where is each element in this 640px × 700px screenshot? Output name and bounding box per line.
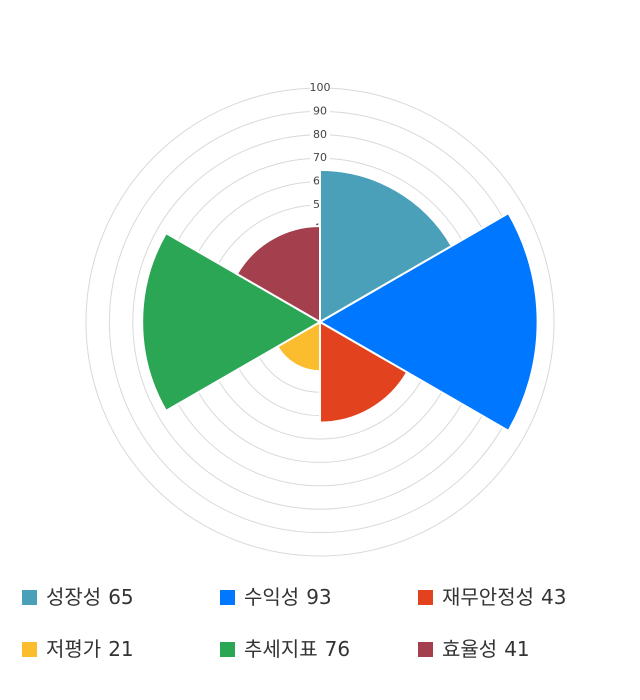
wedge xyxy=(319,320,409,424)
legend-name: 효율성 xyxy=(442,637,497,661)
legend-value: 43 xyxy=(541,585,566,609)
legend-swatch xyxy=(22,642,37,657)
tick-backdrop xyxy=(310,152,330,165)
legend-swatch xyxy=(418,642,433,657)
legend-name: 성장성 xyxy=(46,585,101,609)
legend-value: 93 xyxy=(306,585,331,609)
legend-value: 76 xyxy=(325,637,350,661)
legend-label: 재무안정성 43 xyxy=(442,585,566,609)
wedge xyxy=(318,211,539,433)
legend-name: 저평가 xyxy=(46,637,101,661)
legend-swatch xyxy=(22,590,37,605)
legend-value: 65 xyxy=(108,585,133,609)
tick-backdrop xyxy=(310,82,330,94)
legend-label: 저평가 21 xyxy=(46,637,134,661)
r-tick-label: 80 xyxy=(313,128,327,141)
legend-name: 추세지표 xyxy=(244,637,318,661)
legend-value: 21 xyxy=(108,637,133,661)
legend-label: 수익성 93 xyxy=(244,585,332,609)
legend-name: 수익성 xyxy=(244,585,299,609)
r-tick-label: 70 xyxy=(313,151,327,164)
legend-name: 재무안정성 xyxy=(442,585,534,609)
legend-value: 41 xyxy=(504,637,529,661)
tick-backdrop xyxy=(310,105,330,118)
tick-backdrop xyxy=(310,128,330,141)
r-tick-label: 100 xyxy=(310,81,331,94)
wedge xyxy=(319,168,454,324)
wedge xyxy=(141,231,323,413)
legend-swatch xyxy=(220,590,235,605)
legend-swatch xyxy=(220,642,235,657)
legend-label: 성장성 65 xyxy=(46,585,134,609)
legend-label: 추세지표 76 xyxy=(244,637,350,661)
wedge xyxy=(235,225,321,324)
legend-swatch xyxy=(418,590,433,605)
legend-label: 효율성 41 xyxy=(442,637,530,661)
r-tick-label: 90 xyxy=(313,104,327,117)
